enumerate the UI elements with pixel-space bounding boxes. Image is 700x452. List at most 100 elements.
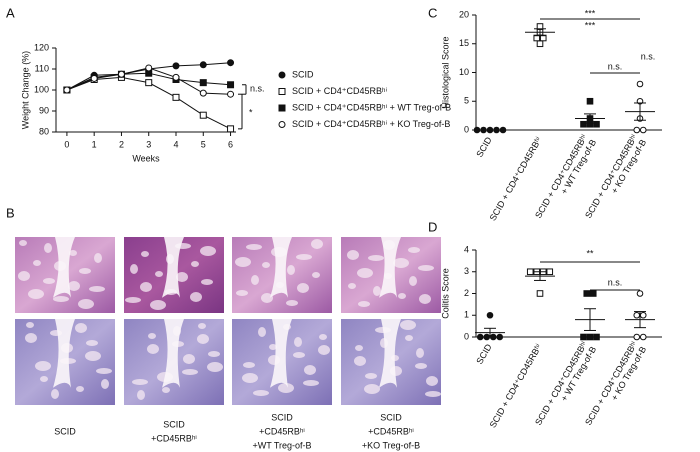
tissue-detail [357,268,373,278]
tissue-detail [148,333,156,339]
marker [145,64,153,72]
marker [199,89,207,97]
tissue-detail [25,333,37,343]
tissue-detail [286,300,298,306]
legend-marker [278,121,286,128]
x-tick-label: 6 [228,139,233,149]
tissue-detail [312,272,320,278]
marker [546,268,554,276]
marker [145,79,153,87]
marker [636,290,644,297]
tissue-detail [405,335,413,341]
lumen [270,236,292,298]
tissue-detail [258,327,266,337]
tissue-detail [125,297,141,303]
marker [199,61,207,69]
tissue-detail [147,344,159,354]
tissue-detail [347,250,359,260]
tissue-detail [101,379,109,389]
tissue-detail [287,265,295,275]
tissue-detail [130,264,138,274]
tissue-detail [26,322,34,328]
tissue-detail [297,283,309,293]
tissue-detail [426,376,438,386]
annotation: *** [585,20,596,30]
tissue-detail [155,271,163,277]
y-tick-label: 20 [459,9,469,19]
x-tick-label: 3 [146,139,151,149]
marker [536,40,544,48]
tissue-detail [348,283,356,289]
lumen [53,236,75,298]
marker [636,80,644,88]
lumen [162,236,184,298]
panel-label: A [6,5,15,20]
marker [580,120,587,128]
lumen [162,319,184,388]
tissue-detail [53,296,69,302]
tissue-detail [137,390,145,400]
image-caption: SCID [163,419,185,429]
y-tick-label: 10 [459,67,469,77]
tissue-detail [79,268,91,274]
image-caption: +CD45RBʰⁱ [368,426,414,436]
lumen [379,319,401,388]
tissue-detail [319,334,327,340]
legend-label: SCID + CD4⁺CD45RBʰⁱ + KO Treg-of-B [292,119,450,129]
tissue-detail [398,293,406,299]
tissue-detail [44,243,52,253]
tissue-detail [409,276,417,286]
tissue-detail [96,368,112,374]
tissue-detail [28,289,44,299]
marker [496,333,504,341]
tissue-detail [201,279,213,285]
tissue-detail [162,387,170,393]
y-axis-label: Histological Score [440,36,450,108]
y-tick-label: 1 [464,310,469,320]
annotation: n.s. [250,84,265,94]
tissue-detail [373,286,381,296]
tissue-detail [19,240,27,246]
y-tick-label: 120 [34,42,49,52]
tissue-detail [183,354,195,364]
x-tick-label: SCID + CD4⁺CD45RBʰⁱ [533,132,589,220]
y-tick-label: 2 [464,288,469,298]
tissue-detail [355,345,363,351]
marker [593,120,600,128]
tissue-detail [76,386,84,392]
tissue-detail [198,323,206,329]
tissue-detail [51,389,59,399]
tissue-detail [182,369,198,375]
tissue-detail [419,294,431,304]
marker [589,290,597,297]
marker [580,333,587,341]
x-tick-label: SCID + CD4⁺CD45RBʰⁱ [533,339,589,427]
tissue-detail [150,300,166,310]
y-tick-label: 110 [35,63,49,73]
y-tick-label: 4 [464,244,469,254]
tissue-detail [190,292,202,302]
tissue-detail [18,271,30,281]
image-caption: +WT Treg-of-B [252,440,311,450]
y-tick-label: 15 [459,38,469,48]
legend-label: SCID + CD4⁺CD45RBʰⁱ + WT Treg-of-B [292,102,451,112]
tissue-detail [318,345,330,355]
tissue-detail [208,351,220,357]
y-axis-label: Weight Change (%) [20,51,30,129]
tissue-detail [261,293,273,303]
annotation: n.s. [608,61,623,71]
x-tick-label: 4 [173,139,178,149]
tissue-detail [358,301,370,307]
tissue-detail [408,247,420,253]
annotation: n.s. [641,51,656,61]
y-axis-label: Colitis Score [440,268,450,319]
annotation: ** [586,248,594,258]
y-tick-label: 80 [39,126,49,136]
marker [536,290,544,297]
tissue-detail [86,340,98,346]
tissue-detail [75,323,87,333]
marker [486,311,494,319]
tissue-detail [393,258,409,268]
lumen [53,319,75,388]
